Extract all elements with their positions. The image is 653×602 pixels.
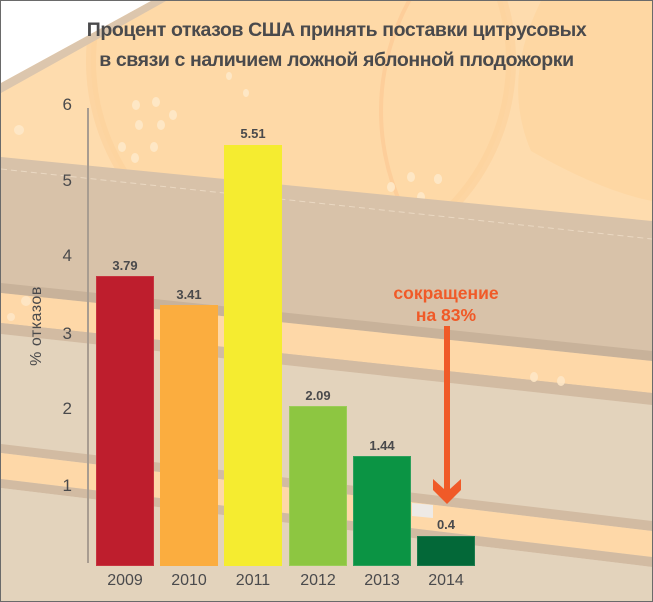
y-tick-1: 1 <box>62 476 72 495</box>
bar-2010 <box>160 305 218 566</box>
y-axis-label: % отказов <box>28 286 45 366</box>
reduction-annotation: сокращение на 83% <box>361 282 531 326</box>
bar-2013 <box>353 456 411 566</box>
bar-value-2014: 0.4 <box>436 517 456 532</box>
y-axis-line <box>87 108 89 563</box>
bar-value-2009: 3.79 <box>112 258 138 273</box>
bar-value-2013: 1.44 <box>369 438 395 453</box>
bar-value-2012: 2.09 <box>305 388 331 403</box>
arrow-down-icon <box>433 326 461 504</box>
x-tick-2011: 2011 <box>235 572 271 589</box>
x-tick-2014: 2014 <box>428 572 464 589</box>
y-tick-6: 6 <box>62 95 72 114</box>
y-tick-5: 5 <box>62 171 72 190</box>
bar-2011 <box>224 145 282 566</box>
bar-2009 <box>96 276 154 566</box>
chart-title-line-1: Процент отказов США принять поставки цит… <box>86 19 587 41</box>
annotation-line-1: сокращение <box>393 283 499 303</box>
bar-value-2011: 5.51 <box>240 126 266 141</box>
bar-2012 <box>289 406 347 566</box>
y-tick-3: 3 <box>62 324 72 343</box>
y-tick-2: 2 <box>62 399 72 418</box>
chart-title-line-2: в связи с наличием ложной яблонной плодо… <box>99 49 574 71</box>
y-tick-4: 4 <box>62 246 72 265</box>
chart-title: Процент отказов США принять поставки цит… <box>1 15 652 75</box>
annotation-line-2: на 83% <box>415 305 477 325</box>
bar-2014 <box>417 536 475 566</box>
x-tick-2013: 2013 <box>364 572 400 589</box>
bar-value-2010: 3.41 <box>176 287 202 302</box>
x-tick-2010: 2010 <box>171 572 207 589</box>
x-tick-2012: 2012 <box>300 572 336 589</box>
x-tick-2009: 2009 <box>107 572 143 589</box>
